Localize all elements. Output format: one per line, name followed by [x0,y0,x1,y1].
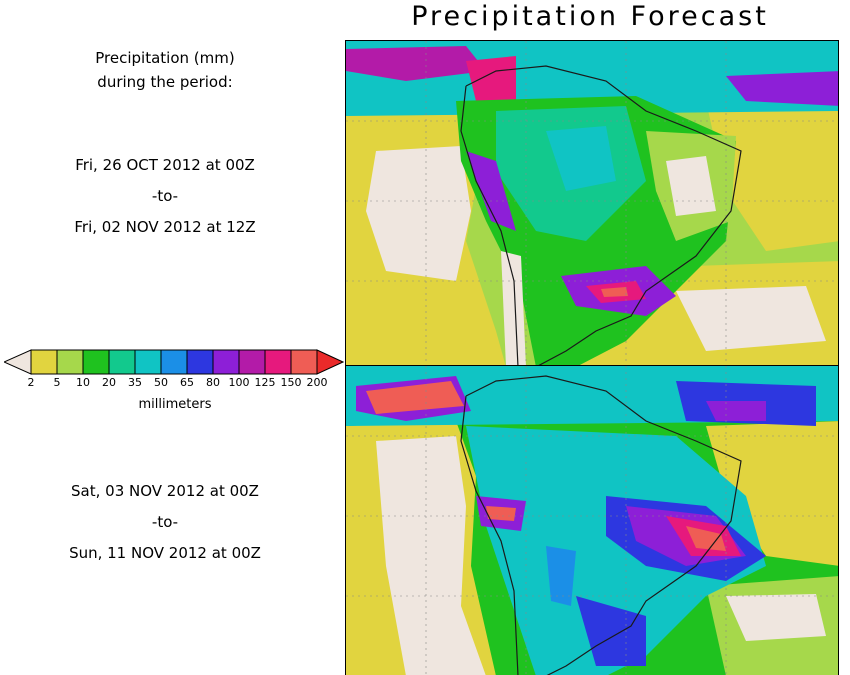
legend-tick: 2 [27,376,35,389]
legend-tick: 20 [102,376,116,389]
legend-swatch [290,349,318,375]
color-legend: 2 5 10 20 35 50 65 80 100 125 150 200 mi… [2,349,345,412]
period-1-to: Fri, 02 NOV 2012 at 12Z [74,218,256,236]
legend-swatch [108,349,136,375]
legend-tick: 150 [280,376,302,389]
legend-tick: 50 [154,376,168,389]
legend-swatch [238,349,266,375]
legend-swatch [160,349,188,375]
period-2-label: Sat, 03 NOV 2012 at 00Z -to- Sun, 11 NOV… [0,476,330,569]
legend-swatch [82,349,110,375]
legend-swatch [186,349,214,375]
legend-tick: 65 [180,376,194,389]
legend-tick: 10 [76,376,90,389]
header-line-2: during the period: [97,73,233,91]
legend-header: Precipitation (mm) during the period: [0,46,330,94]
legend-tick: 80 [206,376,220,389]
map-2-canvas [346,366,838,675]
legend-swatch [134,349,162,375]
legend-tick: 100 [228,376,250,389]
legend-swatch [56,349,84,375]
legend-high-arrow [316,349,345,375]
legend-tick: 5 [53,376,61,389]
period-2-to: Sun, 11 NOV 2012 at 00Z [69,544,261,562]
legend-tick: 200 [306,376,328,389]
legend-tick: 125 [254,376,276,389]
legend-swatch [264,349,292,375]
page-title: Precipitation Forecast [411,1,769,32]
legend-ticks: 2 5 10 20 35 50 65 80 100 125 150 200 [4,376,344,392]
period-1-from: Fri, 26 OCT 2012 at 00Z [75,156,255,174]
legend-low-arrow [2,349,32,375]
legend-swatch [212,349,240,375]
header-line-1: Precipitation (mm) [95,49,235,67]
map-1-canvas [346,41,838,365]
forecast-map-period-1 [345,40,839,366]
legend-swatch [30,349,58,375]
period-1-sep: -to- [151,187,179,205]
legend-unit: millimeters [138,397,212,412]
period-2-from: Sat, 03 NOV 2012 at 00Z [71,482,259,500]
legend-tick: 35 [128,376,142,389]
legend-colorbar [2,349,345,375]
period-1-label: Fri, 26 OCT 2012 at 00Z -to- Fri, 02 NOV… [0,150,330,243]
period-2-sep: -to- [151,513,179,531]
forecast-map-period-2 [345,365,839,675]
